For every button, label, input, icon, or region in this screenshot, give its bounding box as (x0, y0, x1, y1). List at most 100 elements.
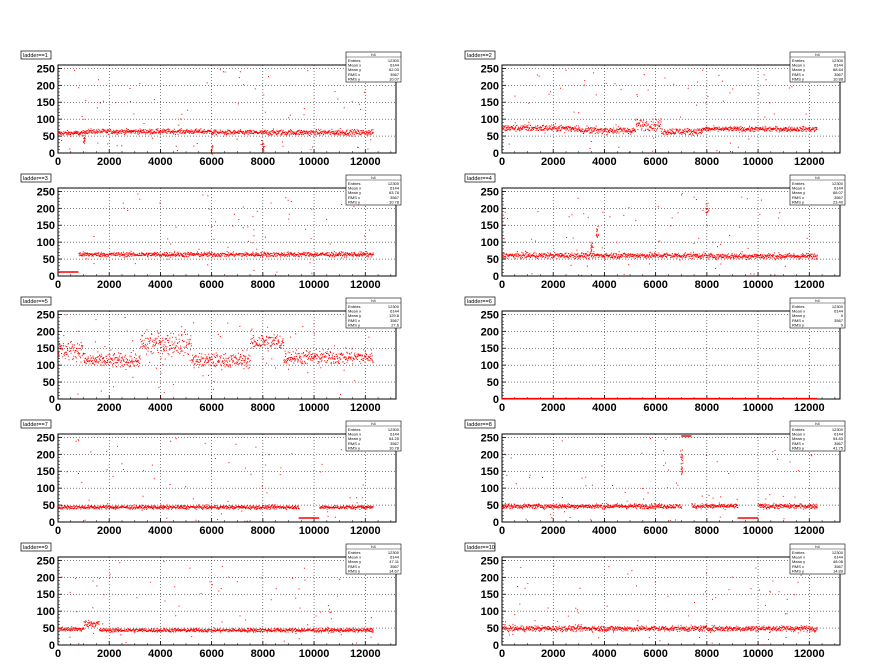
x-tick-label: 0 (55, 525, 61, 537)
x-tick-label: 6000 (643, 156, 667, 168)
y-tick-label: 250 (37, 186, 55, 198)
chart-title-box (464, 173, 496, 183)
chart-title-box (20, 542, 52, 552)
plot-frame (501, 310, 841, 400)
stats-name: h4 (371, 175, 376, 180)
stats-label-rms_x: RMS x (792, 72, 804, 77)
stats-value-rms_x: 3567 (390, 318, 400, 323)
y-tick-label: 0 (49, 517, 55, 529)
plot-frame (501, 187, 841, 277)
stats-label-mean_x: Mean x (792, 186, 805, 191)
y-tick-label: 200 (481, 203, 499, 215)
y-tick-label: 100 (37, 237, 55, 249)
stats-value-entries: 12300 (832, 58, 844, 63)
stats-value-mean_y: 129.8 (389, 313, 400, 318)
stats-name: h4 (815, 544, 820, 549)
y-tick-label: 50 (43, 377, 55, 389)
stats-label-rms_y: RMS y (348, 76, 360, 81)
stats-label-mean_x: Mean x (792, 63, 805, 68)
x-tick-label: 12000 (350, 156, 381, 168)
stats-value-mean_y: 47.11 (389, 559, 399, 564)
y-tick-label: 50 (43, 254, 55, 266)
y-tick-label: 100 (481, 114, 499, 126)
x-tick-label: 6000 (643, 525, 667, 537)
stats-box: h4 Entries 12300 Mean x 6144 Mean y 54.83 RMS x… (789, 420, 846, 452)
stats-label-entries: Entries (348, 181, 360, 186)
x-tick-label: 10000 (743, 648, 774, 660)
stats-label-rms_x: RMS x (792, 195, 804, 200)
y-tick-label: 0 (493, 271, 499, 283)
y-tick-label: 100 (37, 606, 55, 618)
y-tick-label: 150 (37, 220, 55, 232)
x-tick-label: 10000 (299, 648, 330, 660)
y-tick-label: 250 (481, 555, 499, 567)
x-tick-label: 0 (55, 279, 61, 291)
y-tick-label: 100 (37, 360, 55, 372)
stats-box: h4 Entries 12300 Mean x 6144 Mean y 64.25 RMS x… (345, 420, 402, 452)
stats-label-mean_y: Mean y (348, 67, 361, 72)
x-tick-label: 6000 (199, 525, 223, 537)
y-tick-label: 0 (493, 517, 499, 529)
plot-frame (57, 556, 397, 646)
y-tick-label: 150 (37, 343, 55, 355)
y-tick-label: 50 (487, 377, 499, 389)
y-tick-label: 0 (493, 148, 499, 160)
stats-box: h4 Entries 12300 Mean x 6144 Mean y 68.07 RMS x… (789, 174, 846, 206)
y-tick-label: 50 (487, 500, 499, 512)
stats-label-mean_y: Mean y (792, 190, 805, 195)
chart-title-box (464, 296, 496, 306)
x-tick-label: 12000 (794, 156, 825, 168)
stats-value-entries: 12300 (832, 550, 844, 555)
stats-label-mean_y: Mean y (348, 559, 361, 564)
stats-value-rms_x: 3567 (390, 441, 400, 446)
stats-name: h4 (815, 175, 820, 180)
plot-frame (501, 64, 841, 154)
stats-box: h4 Entries 12300 Mean x 6144 Mean y 48.06 RMS x… (789, 543, 846, 575)
stats-value-rms_y: 23.40 (833, 199, 844, 204)
stats-label-rms_y: RMS y (348, 568, 360, 573)
stats-label-rms_y: RMS y (348, 322, 360, 327)
plot-frame (501, 556, 841, 646)
y-tick-label: 200 (481, 326, 499, 338)
stats-value-entries: 12300 (832, 181, 844, 186)
y-tick-label: 150 (37, 589, 55, 601)
chart-title-box (464, 542, 496, 552)
x-tick-label: 4000 (592, 402, 616, 414)
stats-label-rms_y: RMS y (792, 76, 804, 81)
y-tick-label: 250 (37, 63, 55, 75)
y-tick-label: 0 (493, 640, 499, 652)
y-tick-label: 0 (49, 640, 55, 652)
x-tick-label: 6000 (199, 402, 223, 414)
stats-value-entries: 12300 (388, 427, 400, 432)
x-tick-label: 8000 (695, 525, 719, 537)
x-tick-label: 10000 (743, 279, 774, 291)
x-tick-label: 4000 (148, 525, 172, 537)
x-tick-label: 6000 (643, 648, 667, 660)
y-tick-label: 0 (49, 148, 55, 160)
stats-label-rms_x: RMS x (348, 195, 360, 200)
x-tick-label: 12000 (350, 525, 381, 537)
stats-value-mean_y: 68.07 (833, 190, 844, 195)
y-tick-label: 100 (37, 114, 55, 126)
stats-value-mean_x: 6144 (390, 309, 400, 314)
x-tick-label: 4000 (148, 156, 172, 168)
stats-label-entries: Entries (792, 58, 804, 63)
x-tick-label: 6000 (643, 279, 667, 291)
chart-title-box (20, 296, 52, 306)
stats-value-rms_y: 10.78 (389, 199, 400, 204)
x-tick-label: 0 (55, 648, 61, 660)
y-tick-label: 100 (481, 483, 499, 495)
stats-label-rms_y: RMS y (792, 199, 804, 204)
stats-value-rms_y: 14.67 (389, 568, 400, 573)
x-tick-label: 12000 (794, 525, 825, 537)
x-tick-label: 2000 (541, 279, 565, 291)
stats-box: h4 Entries 12300 Mean x 6144 Mean y 62.03 RMS x… (345, 51, 402, 83)
x-tick-label: 10000 (743, 402, 774, 414)
stats-label-entries: Entries (348, 550, 360, 555)
x-tick-label: 8000 (695, 402, 719, 414)
stats-value-rms_y: 0 (841, 322, 844, 327)
stats-label-rms_x: RMS x (792, 441, 804, 446)
chart-title: ladder==3 (23, 176, 48, 182)
x-tick-label: 12000 (350, 648, 381, 660)
x-tick-label: 0 (55, 156, 61, 168)
